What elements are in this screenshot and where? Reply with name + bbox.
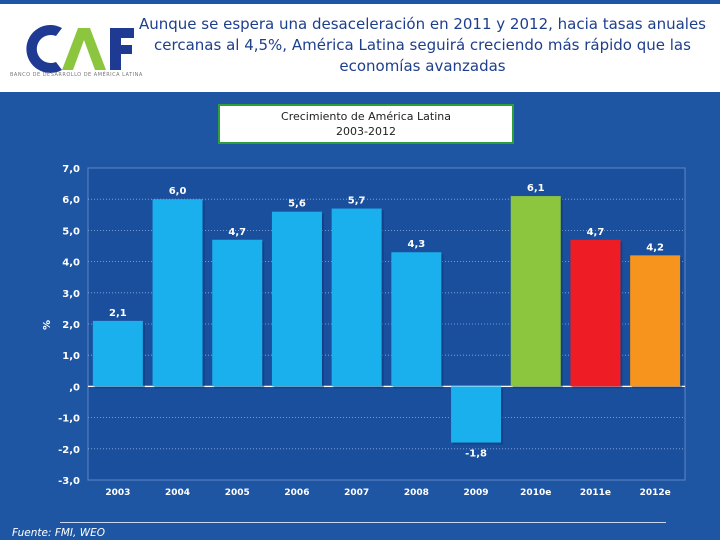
y-tick-label: 3,0 [62,289,80,300]
bar-2004 [152,199,203,387]
logo-subtext: BANCO DE DESARROLLO DE AMÉRICA LATINA [10,72,143,78]
bar-2005 [212,239,263,387]
y-tick-label: ,0 [69,382,80,393]
y-tick-label: 7,0 [62,164,80,175]
y-tick-label: 4,0 [62,258,80,269]
source-note: Fuente: FMI, WEO [12,527,105,539]
bar-2012e [630,255,681,387]
data-label: 5,6 [288,199,306,210]
x-tick-label: 2004 [165,488,190,498]
bar-2010e [510,196,561,387]
value-labels: 2,1 6,0 4,7 5,6 5,7 4,3 -1,8 6,1 4,7 4,2 [109,183,664,459]
bar-2007 [331,208,382,387]
x-tick-label: 2006 [284,488,309,498]
chart-title: Crecimiento de América Latina [281,110,451,123]
chart-subtitle: 2003-2012 [336,125,396,138]
y-tick-label: 1,0 [62,351,80,362]
header-bar: BANCO DE DESARROLLO DE AMÉRICA LATINA Au… [0,0,720,92]
y-axis-ticks: 7,0 6,0 5,0 4,0 3,0 2,0 1,0 ,0 -1,0 -2,0 -3,0 [58,164,80,487]
y-tick-label: 2,0 [62,320,80,331]
x-tick-label: 2010e [520,488,551,498]
data-label: 4,2 [646,242,664,253]
y-axis-label: % [42,320,53,330]
y-tick-label: 5,0 [62,226,80,237]
data-label: -1,8 [465,449,487,460]
data-label: 6,1 [527,183,545,194]
x-tick-label: 2012e [640,488,671,498]
data-label: 2,1 [109,308,127,319]
bar-2003 [92,320,143,387]
data-label: 6,0 [169,186,187,197]
caf-logo [26,25,134,73]
data-label: 4,3 [407,239,425,250]
bars [92,196,683,445]
x-axis-ticks: 2003 2004 2005 2006 2007 2008 2009 2010e 2011e 20… [105,488,670,498]
x-tick-label: 2005 [225,488,250,498]
x-tick-label: 2008 [404,488,429,498]
footer-divider [60,522,666,523]
chart-title-box: Crecimiento de América Latina 2003-2012 [218,104,514,144]
y-tick-label: -3,0 [58,476,80,487]
bar-2006 [271,211,322,387]
header-stripe [0,0,720,4]
x-tick-label: 2003 [105,488,130,498]
x-tick-label: 2007 [344,488,369,498]
bar-2009 [451,386,502,443]
y-tick-label: -1,0 [58,414,80,425]
x-tick-label: 2011e [580,488,611,498]
data-label: 5,7 [348,196,366,207]
y-tick-label: -2,0 [58,445,80,456]
x-tick-label: 2009 [464,488,489,498]
bar-2008 [391,252,442,387]
bar-2011e [570,239,621,387]
data-label: 4,7 [587,227,605,238]
slide-title: Aunque se espera una desaceleración en 2… [138,15,706,75]
data-label: 4,7 [228,227,246,238]
y-tick-label: 6,0 [62,195,80,206]
